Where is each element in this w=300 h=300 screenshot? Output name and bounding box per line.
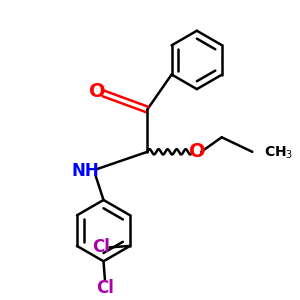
Text: NH: NH [71,162,99,180]
Text: Cl: Cl [92,238,110,256]
Text: O: O [89,82,105,101]
Text: O: O [189,142,205,161]
Text: CH$_3$: CH$_3$ [264,145,293,161]
Text: Cl: Cl [97,279,115,297]
